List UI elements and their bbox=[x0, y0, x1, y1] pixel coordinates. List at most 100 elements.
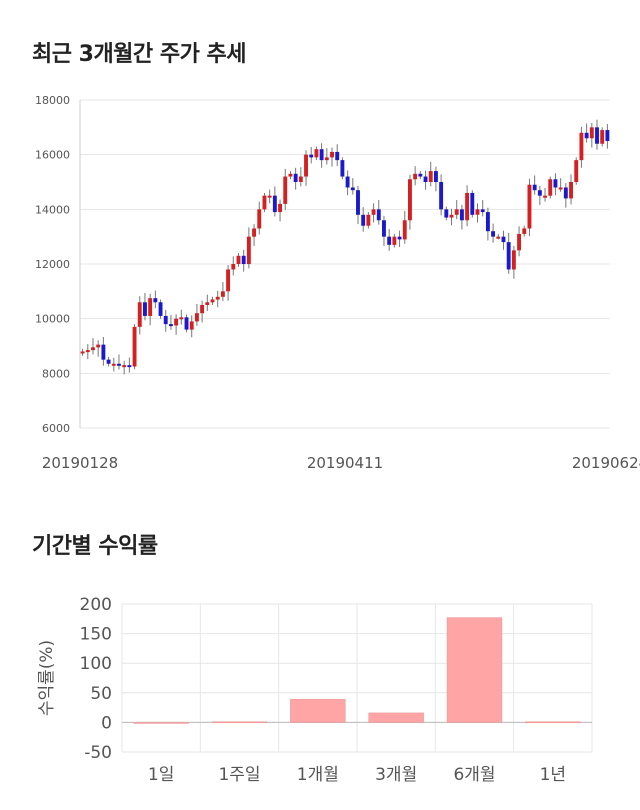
candle-body bbox=[200, 305, 205, 314]
candle-body bbox=[111, 363, 116, 366]
x-tick-label: 20190411 bbox=[307, 454, 383, 472]
candle-body bbox=[101, 344, 106, 360]
candle-body bbox=[532, 184, 537, 191]
candle-body bbox=[522, 228, 527, 234]
candle-body bbox=[356, 190, 360, 215]
x-tick-label: 1년 bbox=[540, 765, 566, 785]
candle-body bbox=[309, 154, 314, 158]
candle-body bbox=[298, 176, 303, 182]
candle-body bbox=[574, 160, 579, 182]
candle-body bbox=[179, 317, 184, 320]
y-tick-label: 16000 bbox=[35, 149, 70, 162]
candle-body bbox=[262, 195, 267, 210]
y-axis-label: 수익률(%) bbox=[37, 640, 57, 716]
candle-body bbox=[511, 250, 516, 270]
candle-body bbox=[174, 318, 179, 326]
x-tick-label: 3개월 bbox=[375, 765, 417, 785]
candle-body bbox=[283, 176, 288, 204]
candle-body bbox=[382, 220, 386, 237]
candle-body bbox=[122, 365, 127, 368]
candle-body bbox=[96, 344, 101, 348]
y-tick-label: 10000 bbox=[35, 313, 70, 326]
candle-body bbox=[600, 130, 605, 144]
candle-body bbox=[517, 233, 522, 251]
y-tick-label: -50 bbox=[84, 743, 112, 763]
candle-body bbox=[153, 298, 158, 303]
candle-body bbox=[148, 298, 153, 316]
candle-body bbox=[184, 317, 189, 330]
candle-body bbox=[397, 236, 402, 240]
candle-body bbox=[543, 195, 547, 198]
x-tick-label: 1개월 bbox=[297, 765, 339, 785]
candle-body bbox=[85, 350, 90, 353]
candle-body bbox=[330, 151, 334, 158]
y-tick-label: 150 bbox=[80, 625, 112, 645]
candle-body bbox=[480, 209, 485, 213]
candle-body bbox=[168, 324, 173, 327]
candle-body bbox=[584, 132, 589, 139]
candle-body bbox=[106, 359, 111, 364]
candle-body bbox=[589, 127, 594, 139]
candle-body bbox=[226, 269, 231, 292]
candle-body bbox=[163, 315, 168, 325]
candle-body bbox=[335, 151, 340, 161]
candle-body bbox=[501, 236, 506, 243]
y-tick-label: 8000 bbox=[42, 367, 70, 380]
candle-body bbox=[366, 214, 371, 226]
candle-body bbox=[272, 195, 277, 213]
candle-body bbox=[459, 209, 464, 221]
candle-body bbox=[117, 363, 121, 366]
y-tick-label: 12000 bbox=[35, 258, 70, 271]
candle-body bbox=[158, 302, 163, 316]
candle-body bbox=[402, 220, 407, 240]
candle-body bbox=[257, 209, 262, 229]
candle-body bbox=[470, 192, 475, 215]
candle-body bbox=[428, 171, 433, 182]
candle-body bbox=[231, 264, 236, 270]
candle-body bbox=[236, 255, 241, 264]
candle-body bbox=[194, 313, 199, 322]
return-bar bbox=[446, 617, 503, 723]
candle-body bbox=[246, 236, 251, 264]
candle-body bbox=[449, 214, 454, 218]
y-tick-label: 100 bbox=[80, 654, 112, 674]
candle-body bbox=[215, 296, 220, 300]
candle-body bbox=[241, 255, 246, 264]
candle-body bbox=[485, 212, 490, 232]
candle-body bbox=[506, 242, 511, 270]
candle-body bbox=[143, 302, 147, 316]
x-tick-label: 6개월 bbox=[453, 765, 495, 785]
candle-body bbox=[132, 326, 137, 367]
y-tick-label: 6000 bbox=[42, 422, 70, 435]
candle-body bbox=[491, 231, 496, 237]
y-tick-label: 200 bbox=[80, 595, 112, 615]
candle-body bbox=[439, 182, 444, 210]
candle-body bbox=[433, 171, 438, 182]
return-bar bbox=[290, 699, 346, 723]
candle-body bbox=[324, 157, 329, 161]
candle-body bbox=[267, 195, 272, 198]
candle-body bbox=[475, 209, 480, 215]
candle-body bbox=[569, 182, 573, 199]
period-return-title: 기간별 수익률 bbox=[32, 534, 158, 559]
candle-body bbox=[496, 236, 501, 239]
candle-body bbox=[595, 127, 599, 144]
x-tick-label: 20190128 bbox=[42, 454, 118, 472]
return-bar bbox=[211, 721, 268, 724]
return-bar bbox=[133, 722, 189, 724]
y-tick-label: 50 bbox=[90, 684, 112, 704]
candle-body bbox=[319, 149, 324, 161]
x-tick-label: 1주일 bbox=[218, 765, 260, 785]
candle-body bbox=[210, 299, 215, 303]
candle-body bbox=[252, 228, 257, 237]
candle-body bbox=[392, 236, 397, 245]
candle-body bbox=[314, 149, 319, 158]
candle-body bbox=[558, 187, 563, 190]
y-tick-label: 18000 bbox=[35, 94, 70, 107]
price-trend-title: 최근 3개월간 주가 추세 bbox=[32, 42, 246, 67]
candle-body bbox=[350, 187, 355, 191]
x-tick-label: 20190624 bbox=[572, 454, 640, 472]
candle-body bbox=[91, 347, 95, 351]
candle-body bbox=[304, 154, 308, 177]
